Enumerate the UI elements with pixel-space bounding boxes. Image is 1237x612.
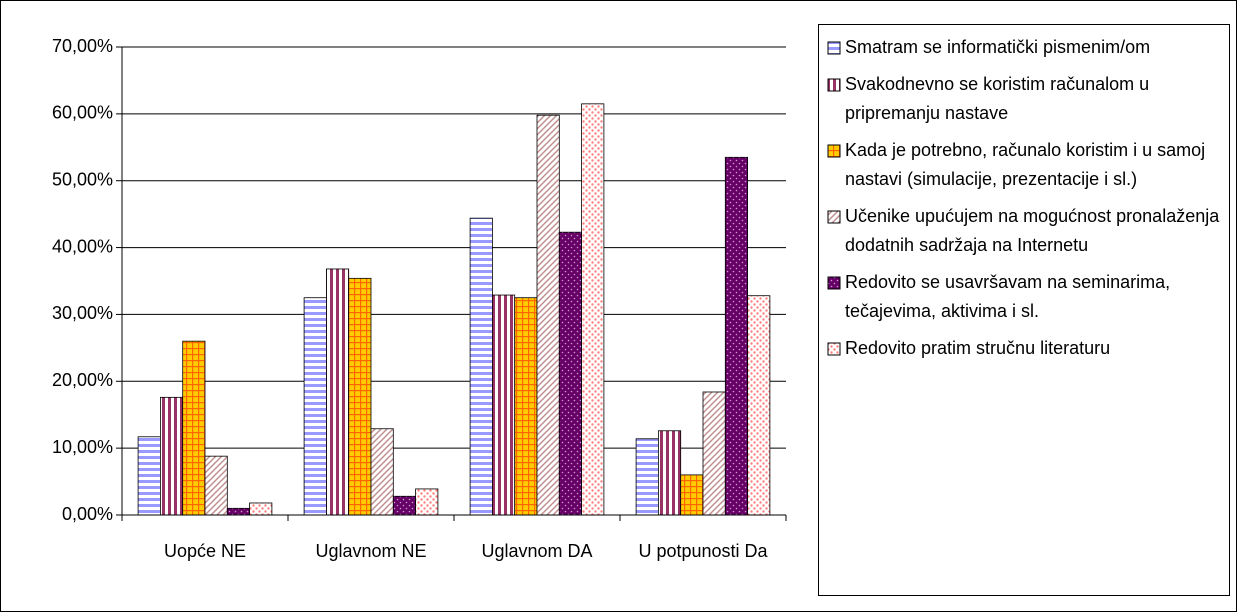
legend-label: Redovito se usavršavam na seminarima, te… xyxy=(845,272,1171,321)
bar xyxy=(702,391,726,516)
bar xyxy=(724,156,748,516)
bar xyxy=(182,340,206,516)
legend: Smatram se informatički pismenim/om Svako… xyxy=(818,24,1230,596)
bar xyxy=(303,297,327,516)
legend-entry: Svakodnevno se koristim računalom u prip… xyxy=(827,70,1223,128)
bar xyxy=(392,495,416,516)
bar xyxy=(658,430,682,516)
bar xyxy=(491,294,516,516)
bar xyxy=(159,396,184,516)
bar xyxy=(514,297,538,516)
y-tick-label: 40,00% xyxy=(52,236,113,256)
bar xyxy=(204,455,228,516)
y-tick-label: 70,00% xyxy=(52,36,113,56)
bar xyxy=(558,231,582,516)
x-tick-label: Uglavnom DA xyxy=(481,541,593,561)
y-tick-label: 0,00% xyxy=(62,504,113,524)
bar xyxy=(137,436,161,516)
bar xyxy=(415,488,439,516)
x-tick-label: U potpunosti Da xyxy=(638,541,768,561)
legend-entry: Učenike upućujem na mogućnost pronalažen… xyxy=(827,202,1223,260)
y-tick-label: 30,00% xyxy=(52,303,113,323)
legend-swatch xyxy=(827,78,841,92)
y-tick-label: 50,00% xyxy=(52,169,113,189)
legend-label: Svakodnevno se koristim računalom u prip… xyxy=(845,74,1150,123)
bar xyxy=(226,507,251,516)
bar xyxy=(581,103,605,516)
bar xyxy=(325,268,350,516)
legend-swatch xyxy=(827,41,841,55)
y-tick-label: 60,00% xyxy=(52,103,113,123)
legend-label: Učenike upućujem na mogućnost pronalažen… xyxy=(845,206,1220,255)
bar xyxy=(348,277,372,516)
bar xyxy=(635,438,659,516)
bar xyxy=(747,295,771,516)
legend-label: Redovito pratim stručnu literaturu xyxy=(845,338,1111,358)
legend-entry: Redovito se usavršavam na seminarima, te… xyxy=(827,268,1223,326)
legend-entry: Kada je potrebno, računalo koristim i u … xyxy=(827,136,1223,194)
x-tick-label: Uglavnom NE xyxy=(315,541,427,561)
legend-label: Smatram se informatički pismenim/om xyxy=(845,37,1151,57)
bar xyxy=(370,428,394,516)
legend-swatch xyxy=(827,144,841,158)
x-tick-label: Uopće NE xyxy=(163,541,247,561)
bar xyxy=(249,502,273,516)
bar xyxy=(680,474,704,516)
legend-entry: Redovito pratim stručnu literaturu xyxy=(827,334,1223,363)
y-tick-label: 20,00% xyxy=(52,370,113,390)
legend-swatch xyxy=(827,276,841,290)
legend-swatch xyxy=(827,342,841,356)
y-tick-label: 10,00% xyxy=(52,437,113,457)
legend-swatch xyxy=(827,210,841,224)
legend-label: Kada je potrebno, računalo koristim i u … xyxy=(845,140,1206,189)
legend-entry: Smatram se informatički pismenim/om xyxy=(827,33,1223,62)
bar xyxy=(469,217,493,516)
bar xyxy=(536,114,560,516)
